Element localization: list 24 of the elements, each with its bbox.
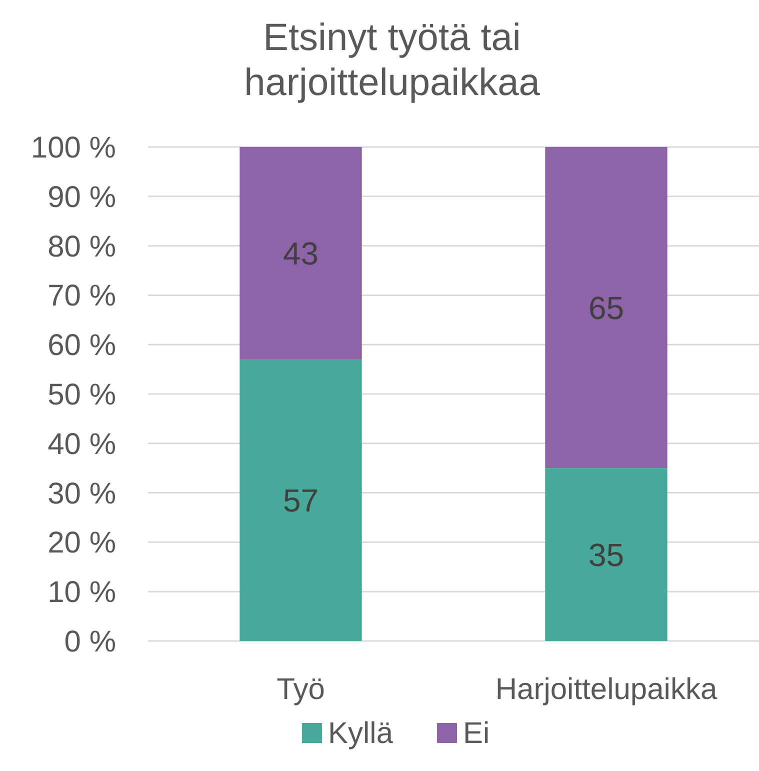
legend-label: Kyllä	[328, 717, 394, 750]
bar	[545, 147, 668, 468]
bar	[240, 147, 362, 360]
y-tick-label: 100 %	[30, 132, 116, 164]
y-tick-label: 90 %	[48, 180, 116, 214]
y-tick-label: 50 %	[48, 378, 116, 412]
data-label: 43	[282, 235, 319, 272]
data-label: 65	[588, 290, 624, 326]
y-tick-label: 20 %	[48, 526, 116, 560]
bar	[545, 468, 668, 641]
bar	[240, 359, 362, 641]
data-label: 57	[282, 482, 319, 518]
y-tick-label: 0 %	[64, 626, 116, 658]
y-tick-label: 60 %	[48, 329, 116, 362]
y-tick-label: 80 %	[48, 230, 116, 264]
y-tick-label: 10 %	[48, 576, 116, 610]
data-label: 35	[588, 536, 624, 573]
y-tick-label: 40 %	[48, 428, 116, 461]
chart-title: Etsinyt työtä tai harjoittelupaikkaa	[244, 17, 541, 104]
x-tick-label: Harjoittelupaikka	[495, 673, 718, 706]
y-tick-label: 30 %	[48, 477, 116, 510]
y-tick-label: 70 %	[48, 280, 116, 313]
x-tick-label: Työ	[276, 673, 325, 706]
legend-label: Ei	[463, 717, 490, 750]
